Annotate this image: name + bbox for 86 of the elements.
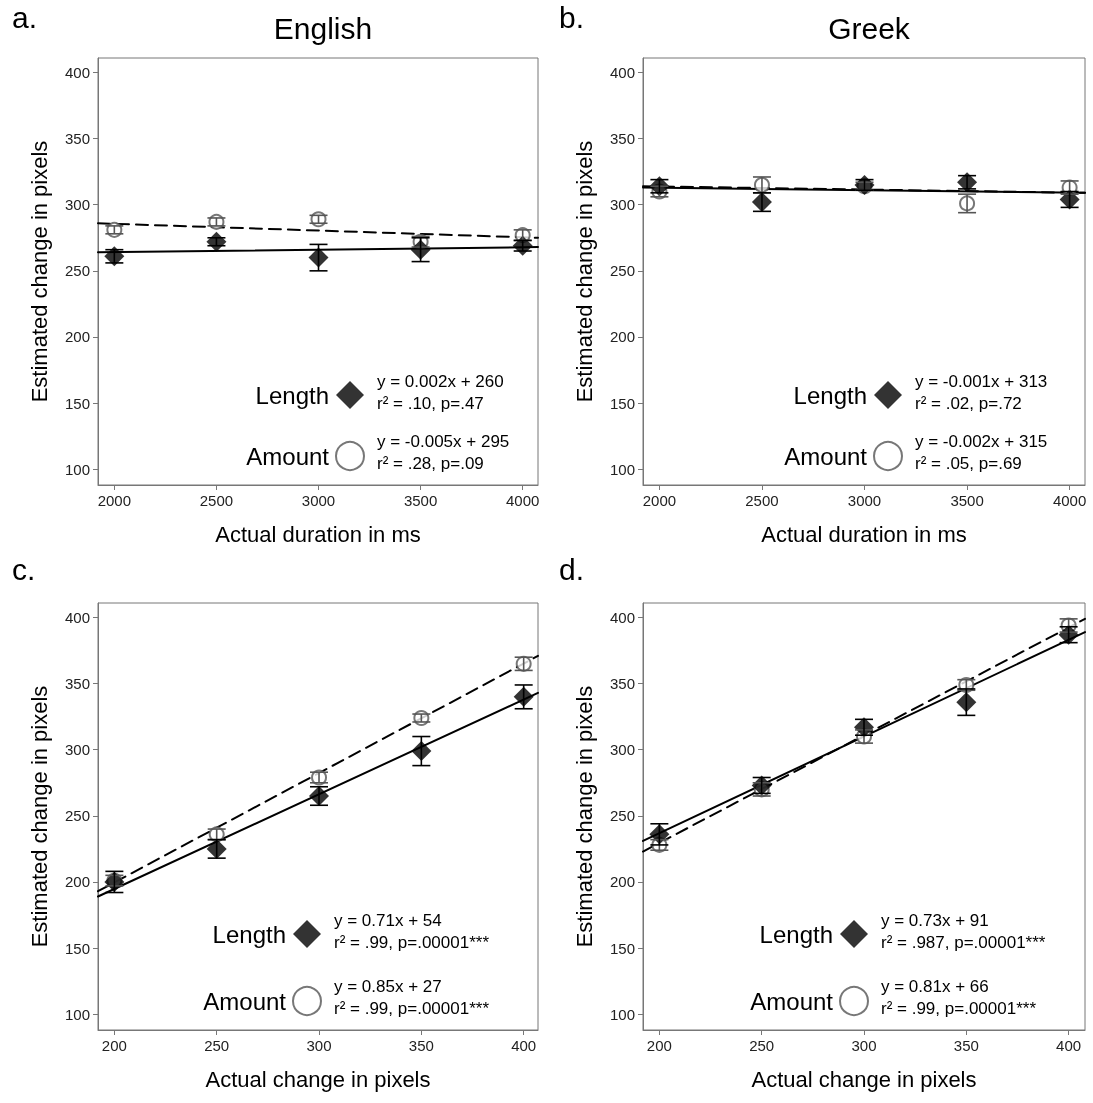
- x-tick-label: 250: [749, 1037, 775, 1054]
- text: a.: [12, 0, 38, 34]
- annotation: y = -0.005x + 295: [377, 432, 510, 451]
- x-tick-label: 250: [204, 1037, 230, 1054]
- x-tick-label: 3500: [403, 492, 438, 509]
- y-tick-label: 250: [64, 807, 90, 825]
- x-tick-label: 200: [646, 1037, 672, 1054]
- y-tick-label: 300: [609, 196, 635, 214]
- text: c.: [12, 552, 36, 586]
- y-tick-label: 350: [609, 675, 635, 693]
- legend-label: Length: [255, 381, 329, 409]
- annotation: y = 0.81x + 66: [881, 977, 989, 996]
- x-tick-label: 350: [953, 1037, 979, 1054]
- y-axis-title: Estimated change in pixels: [571, 140, 597, 403]
- x-tick-label: 2000: [642, 492, 677, 509]
- y-tick-label: 150: [64, 939, 90, 957]
- x-tick-label: 400: [1056, 1037, 1082, 1054]
- legend-label: Amount: [750, 987, 834, 1015]
- y-tick-label: 100: [64, 1005, 90, 1023]
- y-tick-label: 300: [64, 741, 90, 759]
- annotation: y = 0.002x + 260: [377, 372, 504, 391]
- annotation: r² = .02, p=.72: [915, 394, 1022, 413]
- annotation: r² = .987, p=.00001***: [881, 933, 1046, 952]
- y-tick-label: 250: [609, 807, 635, 825]
- y-tick-label: 200: [609, 328, 635, 346]
- y-tick-label: 300: [609, 741, 635, 759]
- legend-label: Amount: [246, 442, 330, 470]
- x-tick-label: 4000: [1052, 492, 1087, 509]
- x-axis-title: Actual duration in ms: [761, 521, 967, 547]
- y-tick-label: 200: [64, 328, 90, 346]
- y-axis-title: Estimated change in pixels: [571, 685, 597, 948]
- legend-label: Length: [793, 381, 867, 409]
- annotation: r² = .10, p=.47: [377, 394, 484, 413]
- y-tick-label: 150: [64, 394, 90, 412]
- legend-label: Amount: [784, 442, 868, 470]
- y-tick-label: 200: [64, 873, 90, 891]
- y-tick-label: 100: [64, 460, 90, 478]
- x-tick-label: 2500: [199, 492, 234, 509]
- x-tick-label: 2000: [97, 492, 132, 509]
- x-tick-label: 3000: [847, 492, 882, 509]
- y-tick-label: 100: [609, 1005, 635, 1023]
- y-tick-label: 200: [609, 873, 635, 891]
- x-tick-label: 3000: [301, 492, 336, 509]
- y-tick-label: 100: [609, 460, 635, 478]
- annotation: r² = .99, p=.00001***: [881, 999, 1037, 1018]
- y-axis-title: Estimated change in pixels: [26, 140, 52, 403]
- legend-label: Length: [759, 920, 833, 948]
- annotation: y = -0.001x + 313: [915, 372, 1048, 391]
- x-axis-title: Actual change in pixels: [751, 1066, 977, 1092]
- x-tick-label: 4000: [506, 492, 540, 509]
- legend-label: Amount: [203, 987, 287, 1015]
- y-axis-title: Estimated change in pixels: [26, 685, 52, 948]
- y-tick-label: 350: [609, 130, 635, 148]
- x-tick-label: 200: [101, 1037, 127, 1054]
- x-tick-label: 3500: [950, 492, 984, 509]
- annotation: y = 0.71x + 54: [334, 911, 442, 930]
- annotation: r² = .05, p=.69: [915, 454, 1022, 473]
- text: d.: [559, 552, 585, 586]
- y-tick-label: 400: [64, 64, 90, 82]
- y-tick-label: 150: [609, 939, 635, 957]
- y-tick-label: 400: [64, 609, 90, 627]
- y-tick-label: 350: [64, 130, 90, 148]
- x-tick-label: 350: [408, 1037, 434, 1054]
- y-tick-label: 250: [64, 262, 90, 280]
- annotation: r² = .28, p=.09: [377, 454, 484, 473]
- x-tick-label: 300: [306, 1037, 332, 1054]
- y-tick-label: 400: [609, 609, 635, 627]
- y-tick-label: 300: [64, 196, 90, 214]
- annotation: y = 0.85x + 27: [334, 977, 442, 996]
- annotation: y = 0.73x + 91: [881, 911, 989, 930]
- x-axis-title: Actual change in pixels: [205, 1066, 431, 1092]
- annotation: r² = .99, p=.00001***: [334, 999, 490, 1018]
- chart-title: English: [273, 11, 373, 45]
- x-tick-label: 400: [511, 1037, 537, 1054]
- y-tick-label: 250: [609, 262, 635, 280]
- y-tick-label: 400: [609, 64, 635, 82]
- annotation: y = -0.002x + 315: [915, 432, 1048, 451]
- annotation: r² = .99, p=.00001***: [334, 933, 490, 952]
- x-axis-title: Actual duration in ms: [215, 521, 421, 547]
- x-tick-label: 2500: [745, 492, 779, 509]
- chart-title: Greek: [828, 11, 911, 45]
- y-tick-label: 350: [64, 675, 90, 693]
- text: b.: [559, 0, 585, 34]
- legend-label: Length: [212, 920, 286, 948]
- y-tick-label: 150: [609, 394, 635, 412]
- x-tick-label: 300: [851, 1037, 877, 1054]
